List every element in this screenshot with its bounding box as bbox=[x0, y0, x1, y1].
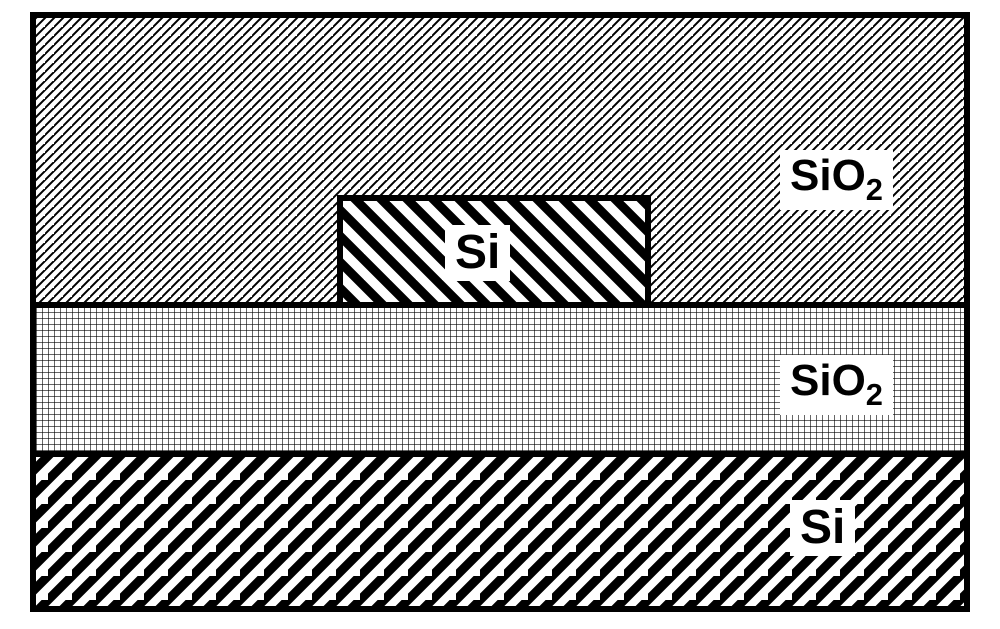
label-text: Si bbox=[455, 226, 500, 279]
label-substrate-si: Si bbox=[790, 500, 855, 556]
label-waveguide-si: Si bbox=[445, 225, 510, 281]
label-text: Si bbox=[800, 501, 845, 554]
label-text: SiO bbox=[790, 151, 866, 200]
label-subscript: 2 bbox=[866, 172, 883, 207]
label-box-sio2: SiO2 bbox=[780, 355, 893, 415]
cross-section-diagram: SiSiO2SiO2Si bbox=[0, 0, 1000, 624]
label-subscript: 2 bbox=[866, 377, 883, 412]
label-text: SiO bbox=[790, 356, 866, 405]
label-cladding-sio2: SiO2 bbox=[780, 150, 893, 210]
